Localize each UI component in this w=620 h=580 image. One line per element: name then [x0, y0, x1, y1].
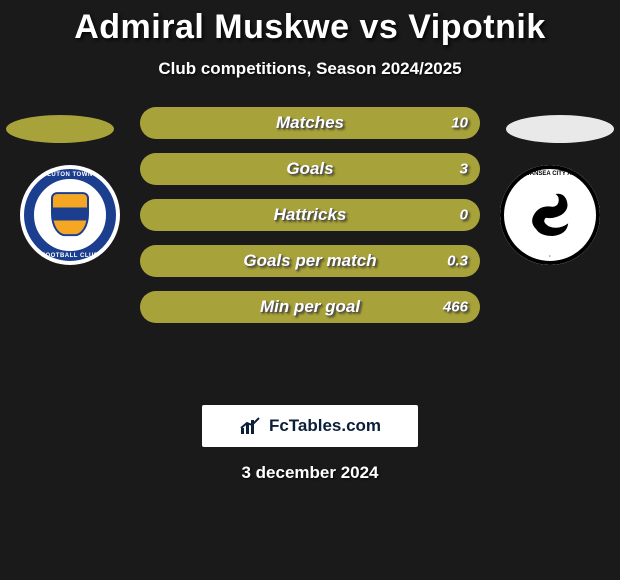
- date-label: 3 december 2024: [0, 463, 620, 483]
- chart-icon: [239, 416, 263, 436]
- stat-bar: Min per goal466: [140, 291, 480, 323]
- crest-left-text-bottom: FOOTBALL CLUB: [20, 253, 120, 259]
- crest-left-text-top: LUTON TOWN: [20, 172, 120, 178]
- bar-label: Min per goal: [140, 297, 480, 317]
- page-title: Admiral Muskwe vs Vipotnik: [0, 0, 620, 47]
- bar-value-right: 0: [460, 207, 468, 224]
- crest-right-text-bottom: ·: [500, 254, 600, 260]
- swan-icon: [515, 180, 585, 250]
- stat-bar: Matches10: [140, 107, 480, 139]
- branding-badge: FcTables.com: [202, 405, 418, 447]
- bar-label: Hattricks: [140, 205, 480, 225]
- stat-bar: Goals per match0.3: [140, 245, 480, 277]
- bar-label: Goals: [140, 159, 480, 179]
- player-right-oval: [506, 115, 614, 143]
- player-left-oval: [6, 115, 114, 143]
- stat-bar: Goals3: [140, 153, 480, 185]
- bar-value-right: 10: [451, 115, 468, 132]
- branding-text: FcTables.com: [269, 416, 381, 436]
- bar-value-right: 3: [460, 161, 468, 178]
- stat-bars: Matches10 Goals3 Hattricks0 Goals per match…: [140, 107, 480, 337]
- crest-right-text-top: · SWANSEA CITY AFC ·: [500, 171, 600, 177]
- stat-bar: Hattricks0: [140, 199, 480, 231]
- bar-value-right: 466: [443, 299, 468, 316]
- club-crest-right: · SWANSEA CITY AFC · ·: [500, 165, 600, 265]
- bar-value-right: 0.3: [447, 253, 468, 270]
- bar-label: Matches: [140, 113, 480, 133]
- bar-label: Goals per match: [140, 251, 480, 271]
- shield-icon: [51, 192, 89, 236]
- subtitle: Club competitions, Season 2024/2025: [0, 59, 620, 79]
- club-crest-left: LUTON TOWN FOOTBALL CLUB: [20, 165, 120, 265]
- comparison-panel: LUTON TOWN FOOTBALL CLUB · SWANSEA CITY …: [0, 107, 620, 387]
